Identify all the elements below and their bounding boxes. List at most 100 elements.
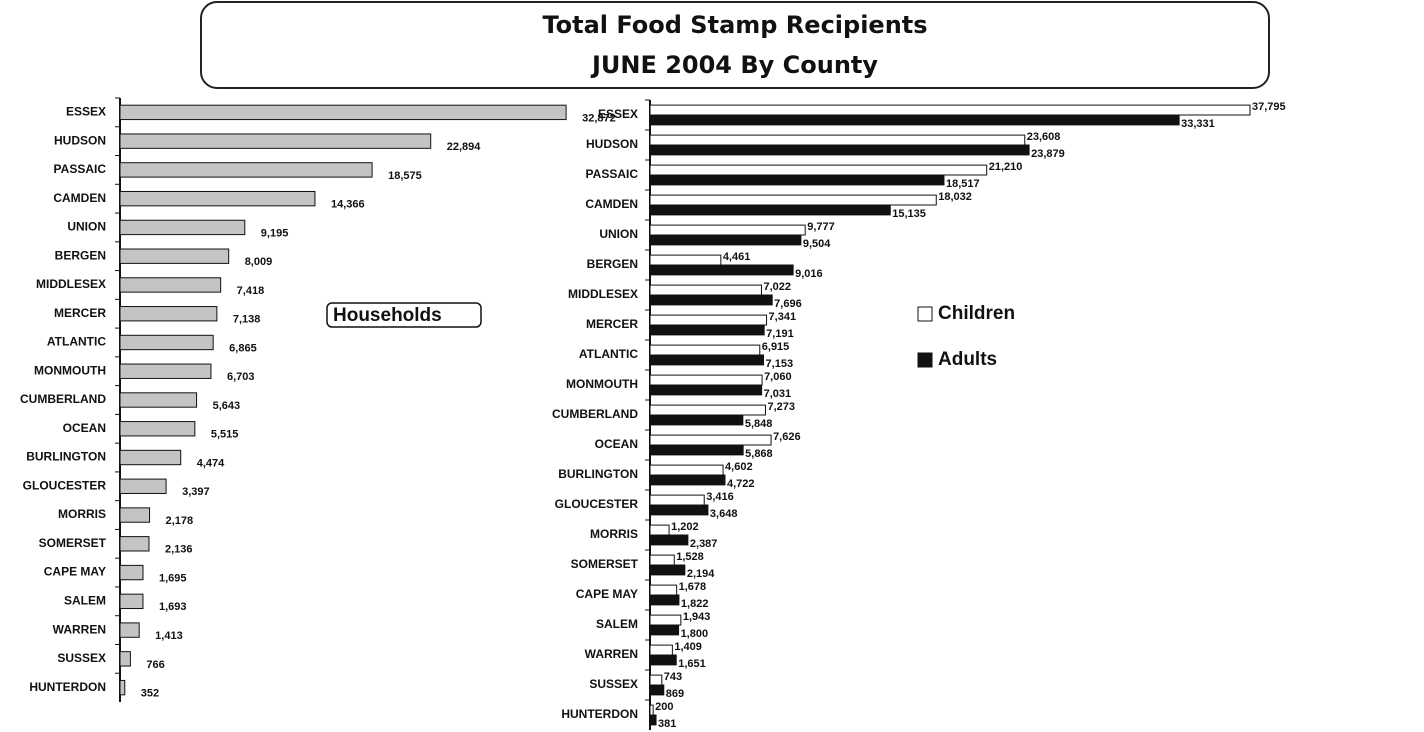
- value-label: 9,016: [795, 268, 823, 280]
- bar: [649, 354, 765, 366]
- bar: [119, 363, 212, 379]
- bar: [649, 714, 657, 726]
- value-label: 7,696: [774, 298, 802, 310]
- bar: [649, 474, 726, 486]
- bar: [649, 564, 686, 576]
- y-tick-label: MERCER: [586, 317, 638, 331]
- bar: [649, 324, 765, 336]
- bar: [649, 144, 1030, 156]
- value-label: 6,703: [227, 371, 255, 383]
- y-tick-label: OCEAN: [63, 421, 106, 435]
- bar: [649, 194, 937, 206]
- y-tick-label: GLOUCESTER: [23, 478, 107, 492]
- bar: [649, 174, 945, 186]
- bar: [119, 421, 196, 437]
- bar: [649, 114, 1180, 126]
- value-label: 23,879: [1031, 148, 1065, 160]
- bar: [649, 644, 673, 656]
- bar: [649, 684, 665, 696]
- value-label: 1,528: [676, 551, 704, 563]
- value-label: 352: [141, 688, 159, 700]
- bar: [649, 284, 762, 296]
- value-label: 2,387: [690, 538, 718, 550]
- y-tick-label: OCEAN: [595, 437, 638, 451]
- bar: [119, 248, 230, 264]
- y-tick-label: PASSAIC: [586, 167, 639, 181]
- value-label: 4,722: [727, 478, 755, 490]
- bar: [649, 224, 806, 236]
- bar: [649, 534, 689, 546]
- y-tick-label: CAPE MAY: [44, 565, 106, 579]
- y-tick-label: HUDSON: [54, 133, 106, 147]
- y-tick-label: HUNTERDON: [561, 707, 638, 721]
- y-tick-label: CAMDEN: [585, 197, 638, 211]
- value-label: 1,800: [681, 628, 709, 640]
- value-label: 3,648: [710, 508, 738, 520]
- value-label: 1,822: [681, 598, 709, 610]
- value-label: 9,195: [261, 227, 289, 239]
- y-tick-label: WARREN: [585, 647, 638, 661]
- bar: [649, 314, 768, 326]
- value-label: 869: [666, 688, 684, 700]
- bar: [649, 704, 654, 716]
- y-tick-label: MERCER: [54, 306, 106, 320]
- bar: [649, 414, 744, 426]
- value-label: 7,273: [767, 401, 795, 413]
- bar: [649, 614, 682, 626]
- y-tick-label: CAMDEN: [53, 191, 106, 205]
- value-label: 23,608: [1027, 131, 1061, 143]
- value-label: 9,777: [807, 221, 835, 233]
- bar: [649, 234, 802, 246]
- bar: [649, 524, 670, 536]
- y-tick-label: CUMBERLAND: [552, 407, 638, 421]
- value-label: 18,032: [938, 191, 972, 203]
- bar: [649, 674, 663, 686]
- bar: [119, 334, 214, 351]
- value-label: 1,409: [674, 641, 702, 653]
- y-tick-label: SOMERSET: [39, 536, 107, 550]
- bar: [119, 449, 182, 466]
- bar: [119, 507, 151, 523]
- value-label: 7,626: [773, 431, 801, 443]
- bar: [649, 264, 794, 276]
- value-label: 3,416: [706, 491, 734, 503]
- value-label: 743: [664, 671, 682, 683]
- y-tick-label: GLOUCESTER: [555, 497, 639, 511]
- value-label: 1,678: [679, 581, 707, 593]
- bar: [119, 392, 198, 408]
- y-tick-label: MONMOUTH: [566, 377, 638, 391]
- y-tick-label: SUSSEX: [57, 651, 106, 665]
- value-label: 1,413: [155, 630, 183, 642]
- y-tick-label: BERGEN: [587, 257, 638, 271]
- bar: [649, 294, 773, 306]
- y-tick-label: MORRIS: [590, 527, 638, 541]
- value-label: 9,504: [803, 238, 831, 250]
- value-label: 8,009: [245, 256, 273, 268]
- value-label: 2,178: [166, 515, 194, 527]
- bar: [119, 622, 140, 638]
- y-tick-label: ESSEX: [66, 105, 106, 119]
- bar: [649, 434, 772, 446]
- bar: [119, 104, 567, 121]
- series-label: Households: [333, 305, 442, 326]
- bar: [649, 344, 761, 356]
- y-tick-label: SOMERSET: [571, 557, 639, 571]
- y-tick-label: BERGEN: [55, 248, 106, 262]
- value-label: 7,191: [766, 328, 794, 340]
- y-tick-label: SALEM: [596, 617, 638, 631]
- bar: [119, 593, 144, 610]
- title-box: [200, 1, 1270, 89]
- bar: [649, 554, 675, 566]
- chart-subtitle: JUNE 2004 By County: [590, 51, 878, 79]
- y-tick-label: UNION: [67, 220, 106, 234]
- value-label: 14,366: [331, 199, 365, 211]
- value-label: 7,418: [237, 285, 265, 297]
- y-tick-label: WARREN: [53, 622, 106, 636]
- value-label: 4,461: [723, 251, 751, 263]
- y-tick-label: ATLANTIC: [579, 347, 638, 361]
- value-label: 5,868: [745, 448, 773, 460]
- bar: [119, 190, 316, 207]
- value-label: 3,397: [182, 486, 210, 498]
- y-tick-label: ATLANTIC: [47, 335, 106, 349]
